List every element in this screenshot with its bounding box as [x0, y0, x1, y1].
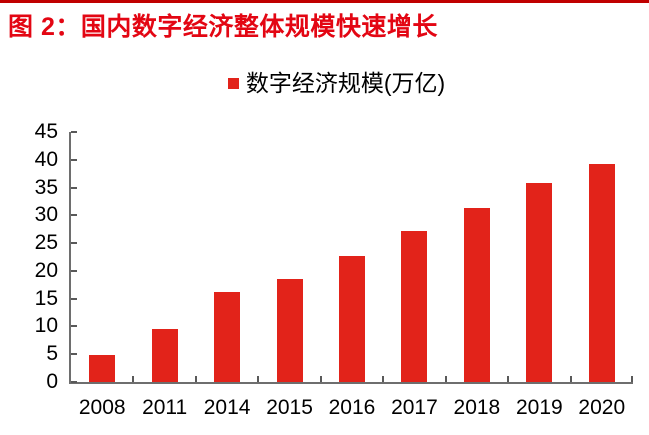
y-axis-tick: [71, 214, 77, 217]
y-axis-tick: [71, 158, 77, 161]
figure-title: 图 2：国内数字经济整体规模快速增长: [8, 13, 438, 41]
x-axis-tick: [132, 376, 135, 382]
x-axis-tick-label: 2017: [391, 396, 438, 419]
bar-2017: [401, 230, 428, 382]
x-axis-tick: [382, 376, 385, 382]
chart-legend: 数字经济规模(万亿): [12, 72, 649, 95]
x-axis-tick: [631, 376, 633, 382]
bar-2015: [276, 278, 303, 382]
y-axis-tick-label: 20: [34, 258, 58, 282]
bar-2014: [214, 292, 241, 382]
y-axis-tick-label: 30: [34, 203, 58, 227]
x-axis-tick-label: 2016: [328, 396, 376, 419]
x-axis-tick-label: 2020: [578, 396, 626, 419]
x-axis-tick: [319, 376, 322, 382]
top-border-rule: [0, 0, 649, 3]
y-axis-tick-label: 25: [34, 231, 58, 255]
y-axis-tick: [71, 297, 77, 300]
y-axis-tick-label: 45: [34, 120, 58, 143]
x-axis-tick: [507, 376, 510, 382]
bar-2019: [526, 183, 553, 382]
y-axis-tick: [71, 325, 77, 328]
x-axis-tick-label: 2014: [203, 396, 251, 419]
bar-2018: [463, 208, 490, 382]
x-axis-tick: [257, 376, 260, 382]
y-axis-tick: [71, 242, 77, 245]
y-axis-tick-label: 0: [46, 370, 58, 393]
y-axis-tick: [71, 381, 77, 383]
y-axis-tick-label: 40: [34, 147, 58, 171]
y-axis-tick: [71, 353, 77, 356]
x-axis-tick: [444, 376, 447, 382]
bar-2011: [151, 329, 178, 382]
x-axis-tick: [569, 376, 572, 382]
y-axis-tick: [71, 269, 77, 272]
plot-area: [69, 131, 633, 384]
x-axis-tick: [194, 376, 197, 382]
legend-swatch-icon: [227, 78, 239, 89]
y-axis-tick: [71, 186, 77, 189]
legend-label: 数字经济规模(万亿): [245, 70, 446, 96]
x-axis-tick-label: 2011: [142, 396, 188, 419]
y-axis-tick-label: 35: [34, 175, 58, 199]
x-axis-tick-label: 2015: [266, 396, 313, 419]
bar-2008: [89, 355, 116, 382]
bar-2020: [588, 164, 615, 382]
bar-2016: [339, 256, 365, 382]
y-axis-tick-label: 5: [46, 342, 58, 366]
x-axis-tick-label: 2008: [78, 396, 126, 419]
x-axis-tick-label: 2018: [453, 396, 501, 419]
y-axis-tick-label: 10: [34, 314, 58, 338]
y-axis-tick: [71, 131, 77, 133]
y-axis-tick-label: 15: [34, 286, 58, 310]
x-axis-tick-label: 2019: [515, 396, 563, 419]
